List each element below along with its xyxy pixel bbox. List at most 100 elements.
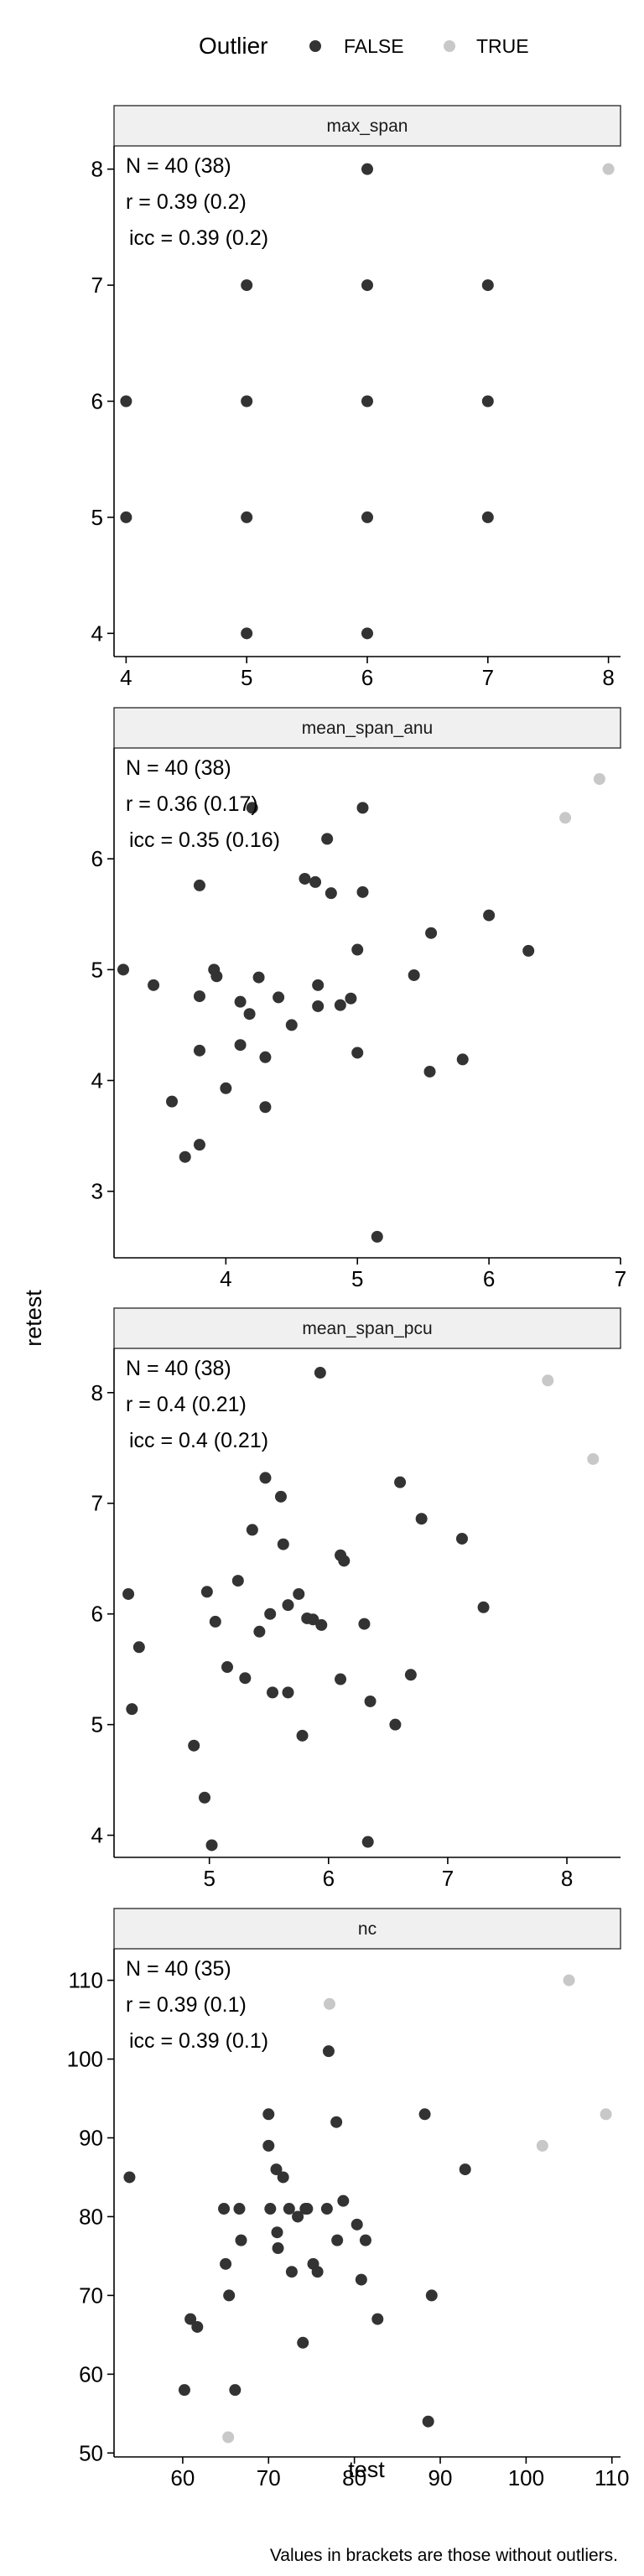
point-false xyxy=(120,511,132,523)
y-tick-label: 100 xyxy=(67,2047,103,2072)
y-tick-label: 5 xyxy=(91,505,103,530)
point-false xyxy=(299,872,311,885)
point-false xyxy=(122,1587,135,1600)
point-false xyxy=(282,1686,294,1699)
x-tick-label: 4 xyxy=(220,1266,231,1291)
x-tick-label: 7 xyxy=(615,1266,626,1291)
stat-annotation: icc = 0.39 (0.2) xyxy=(129,226,268,250)
x-axis-label: test xyxy=(348,2457,385,2482)
point-false xyxy=(456,1053,469,1066)
x-tick-label: 8 xyxy=(561,1866,573,1891)
point-false xyxy=(285,2266,298,2278)
point-false xyxy=(359,2234,371,2246)
facet-title: mean_span_pcu xyxy=(302,1319,432,1338)
facet-strip xyxy=(113,105,621,147)
point-false xyxy=(193,1139,205,1151)
point-false xyxy=(389,1718,402,1731)
point-false xyxy=(199,1791,211,1804)
point-false xyxy=(404,1669,417,1681)
point-false xyxy=(293,1587,305,1600)
point-false xyxy=(270,2163,283,2176)
point-false xyxy=(364,1695,377,1707)
x-tick-label: 6 xyxy=(323,1866,335,1891)
point-false xyxy=(188,1739,200,1752)
y-tick-label: 8 xyxy=(91,157,103,182)
legend-title: Outlier xyxy=(199,33,267,59)
point-false xyxy=(483,909,496,922)
point-false xyxy=(274,1490,287,1503)
point-false xyxy=(243,1008,256,1021)
x-tick-label: 6 xyxy=(483,1266,495,1291)
point-false xyxy=(126,1703,138,1716)
caption: Values in brackets are those without out… xyxy=(270,2546,618,2565)
point-true xyxy=(602,163,615,175)
point-false xyxy=(361,395,373,408)
facet-title: max_span xyxy=(327,117,408,136)
stat-annotation: N = 40 (38) xyxy=(126,756,231,780)
point-false xyxy=(423,1065,436,1078)
point-false xyxy=(191,2320,204,2333)
y-tick-label: 4 xyxy=(91,621,103,646)
x-tick-label: 5 xyxy=(203,1866,215,1891)
point-false xyxy=(335,1673,347,1685)
point-false xyxy=(314,1367,326,1379)
x-tick-label: 5 xyxy=(241,665,252,690)
y-tick-label: 4 xyxy=(91,1823,103,1848)
point-false xyxy=(356,886,369,898)
point-false xyxy=(325,887,337,900)
y-tick-label: 7 xyxy=(91,273,103,298)
point-false xyxy=(241,627,253,640)
x-tick-label: 8 xyxy=(602,665,614,690)
point-false xyxy=(355,2273,367,2286)
point-false xyxy=(394,1476,407,1488)
x-tick-label: 110 xyxy=(595,2465,629,2490)
y-tick-label: 70 xyxy=(79,2283,103,2308)
point-true xyxy=(323,1997,335,2010)
point-false xyxy=(148,979,160,991)
point-false xyxy=(361,1836,374,1848)
point-false xyxy=(166,1095,179,1108)
panels: max_span 4 5 6 7 8 4 5 6 7 8 N = 40 (38) r = 0.39 (0… xyxy=(67,105,629,2490)
point-false xyxy=(361,511,373,523)
point-false xyxy=(231,1575,244,1587)
facet-title: mean_span_anu xyxy=(302,719,433,738)
y-tick-label: 5 xyxy=(91,1712,103,1737)
point-false xyxy=(205,1839,218,1852)
point-false xyxy=(220,2257,232,2270)
point-false xyxy=(262,2139,275,2152)
point-false xyxy=(233,2203,246,2215)
legend-key-true xyxy=(444,40,455,52)
x-tick-label: 80 xyxy=(342,2465,366,2490)
point-true xyxy=(536,2139,548,2152)
point-false xyxy=(252,971,265,984)
facet-strip xyxy=(113,1908,621,1950)
point-false xyxy=(241,511,253,523)
point-false xyxy=(123,2171,136,2184)
point-false xyxy=(330,2116,343,2128)
point-false xyxy=(418,2108,431,2121)
point-false xyxy=(415,1513,428,1525)
point-false xyxy=(408,969,420,981)
y-tick-label: 8 xyxy=(91,1380,103,1405)
stat-annotation: r = 0.39 (0.1) xyxy=(126,1993,247,2017)
y-tick-label: 90 xyxy=(79,2125,103,2150)
point-false xyxy=(117,963,129,976)
point-false xyxy=(320,2203,333,2215)
x-tick-label: 7 xyxy=(482,665,494,690)
point-false xyxy=(220,1082,232,1094)
point-false xyxy=(218,2203,231,2215)
point-false xyxy=(241,279,253,292)
point-false xyxy=(241,395,253,408)
point-false xyxy=(311,2266,324,2278)
legend: Outlier FALSE TRUE xyxy=(199,33,529,59)
point-false xyxy=(481,511,494,523)
y-tick-label: 6 xyxy=(91,1602,103,1627)
point-true xyxy=(563,1974,575,1987)
point-false xyxy=(210,970,223,983)
point-false xyxy=(273,991,285,1004)
point-false xyxy=(371,1230,383,1243)
stat-annotation: N = 40 (38) xyxy=(126,1357,231,1380)
point-false xyxy=(285,1019,298,1031)
stat-annotation: N = 40 (38) xyxy=(126,154,231,178)
y-tick-label: 7 xyxy=(91,1491,103,1516)
